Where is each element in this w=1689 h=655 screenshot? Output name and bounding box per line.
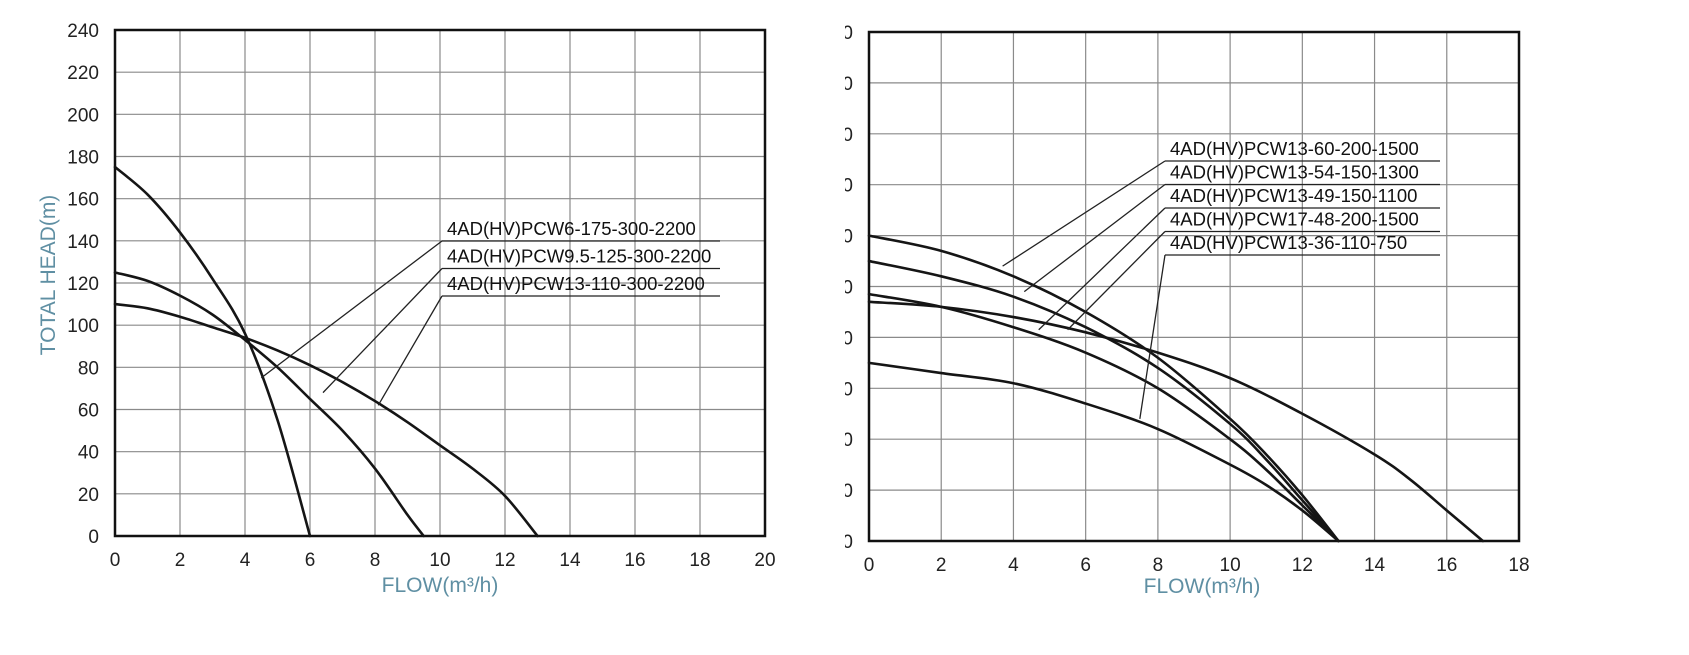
right-x-tick-label: 4 bbox=[1008, 555, 1019, 576]
left-y-tick-label: 180 bbox=[67, 148, 99, 169]
right-leader-line-1 bbox=[1002, 160, 1166, 267]
right-y-tick-label: 100 bbox=[845, 23, 853, 44]
right-x-tick-label: 6 bbox=[1080, 555, 1091, 576]
left-x-tick-label: 12 bbox=[494, 550, 515, 571]
left-legend-label-1: 4AD(HV)PCW6-175-300-2200 bbox=[447, 218, 696, 239]
right-legend-label-1: 4AD(HV)PCW13-60-200-1500 bbox=[1170, 138, 1419, 159]
right-leader-line-4 bbox=[1067, 231, 1166, 331]
left-x-tick-label: 2 bbox=[175, 550, 186, 571]
left-legend-label-3: 4AD(HV)PCW13-110-300-2200 bbox=[447, 273, 705, 294]
right-grid bbox=[868, 31, 1520, 542]
left-y-tick-label: 20 bbox=[78, 485, 99, 506]
left-x-tick-label: 14 bbox=[559, 550, 581, 571]
right-series-line-5 bbox=[867, 361, 1340, 543]
left-series-line-1 bbox=[113, 165, 312, 538]
right-series-line-4 bbox=[867, 300, 1485, 543]
left-y-tick-label: 0 bbox=[88, 527, 99, 548]
right-y-tick-label: 50 bbox=[845, 278, 853, 299]
left-y-axis-title: TOTAL HEAD(m) bbox=[37, 195, 60, 356]
right-y-tick-label: 70 bbox=[845, 176, 853, 197]
left-y-tick-label: 240 bbox=[67, 21, 99, 42]
left-plot-frame bbox=[113, 28, 767, 538]
right-y-tick-label: 20 bbox=[845, 430, 853, 451]
left-leader-line-3 bbox=[377, 295, 443, 406]
left-y-tick-label: 120 bbox=[67, 274, 99, 295]
left-y-tick-label: 160 bbox=[67, 190, 99, 211]
right-y-tick-label: 0 bbox=[845, 532, 853, 553]
right-x-tick-label: 0 bbox=[864, 555, 875, 576]
left-y-tick-label: 80 bbox=[78, 358, 99, 379]
right-legend-label-4: 4AD(HV)PCW17-48-200-1500 bbox=[1170, 209, 1419, 230]
left-x-tick-label: 8 bbox=[370, 550, 381, 571]
right-x-tick-label: 14 bbox=[1364, 555, 1386, 576]
right-leader-line-2 bbox=[1023, 183, 1166, 293]
left-x-tick-label: 18 bbox=[689, 550, 710, 571]
right-x-tick-label: 2 bbox=[936, 555, 947, 576]
left-x-tick-label: 4 bbox=[240, 550, 251, 571]
left-x-tick-label: 20 bbox=[754, 550, 775, 571]
right-legend-label-5: 4AD(HV)PCW13-36-110-750 bbox=[1170, 232, 1407, 253]
left-y-tick-label: 60 bbox=[78, 401, 99, 422]
right-x-axis-title: FLOW(m³/h) bbox=[1144, 575, 1261, 598]
right-y-tick-label: 80 bbox=[845, 125, 853, 146]
right-x-tick-label: 12 bbox=[1292, 555, 1313, 576]
right-series-line-1 bbox=[867, 234, 1340, 543]
left-y-tick-label: 100 bbox=[67, 316, 99, 337]
right-x-tick-label: 16 bbox=[1436, 555, 1457, 576]
right-series-line-3 bbox=[867, 292, 1340, 543]
left-series-line-3 bbox=[113, 302, 539, 538]
right-plot-frame bbox=[867, 30, 1521, 543]
left-leader-line-1 bbox=[260, 240, 443, 379]
left-legend-label-2: 4AD(HV)PCW9.5-125-300-2200 bbox=[447, 246, 711, 267]
chart-right: 0 2 4 6 8 10 12 14 16 18 0 10 20 30 40 50 60 70 80 90 100 FLO… bbox=[845, 23, 1530, 598]
left-y-tick-label: 220 bbox=[67, 63, 99, 84]
left-x-tick-label: 0 bbox=[110, 550, 121, 571]
right-y-tick-label: 90 bbox=[845, 74, 853, 95]
right-y-tick-label: 40 bbox=[845, 328, 853, 349]
left-y-tick-label: 200 bbox=[67, 105, 99, 126]
right-series-line-2 bbox=[867, 259, 1340, 543]
left-x-axis-title: FLOW(m³/h) bbox=[382, 574, 499, 597]
left-x-tick-label: 10 bbox=[429, 550, 450, 571]
left-y-tick-label: 40 bbox=[78, 443, 99, 464]
left-x-tick-label: 16 bbox=[624, 550, 645, 571]
right-y-tick-label: 30 bbox=[845, 379, 853, 400]
left-series-line-2 bbox=[113, 271, 426, 538]
right-x-tick-label: 18 bbox=[1508, 555, 1529, 576]
right-x-tick-label: 10 bbox=[1220, 555, 1241, 576]
right-x-tick-label: 8 bbox=[1153, 555, 1164, 576]
right-y-tick-label: 60 bbox=[845, 227, 853, 248]
chart-left: 0 2 4 6 8 10 12 14 16 18 2002040608010012014016018… bbox=[37, 21, 776, 597]
left-y-tick-label: 140 bbox=[67, 232, 99, 253]
right-leader-line-3 bbox=[1038, 207, 1166, 331]
right-y-tick-label: 10 bbox=[845, 481, 853, 502]
right-legend-label-2: 4AD(HV)PCW13-54-150-1300 bbox=[1170, 162, 1419, 183]
right-legend-label-3: 4AD(HV)PCW13-49-150-1100 bbox=[1170, 185, 1417, 206]
left-x-tick-label: 6 bbox=[305, 550, 316, 571]
left-leader-line-2 bbox=[322, 268, 443, 394]
right-leader-line-5 bbox=[1139, 254, 1166, 419]
